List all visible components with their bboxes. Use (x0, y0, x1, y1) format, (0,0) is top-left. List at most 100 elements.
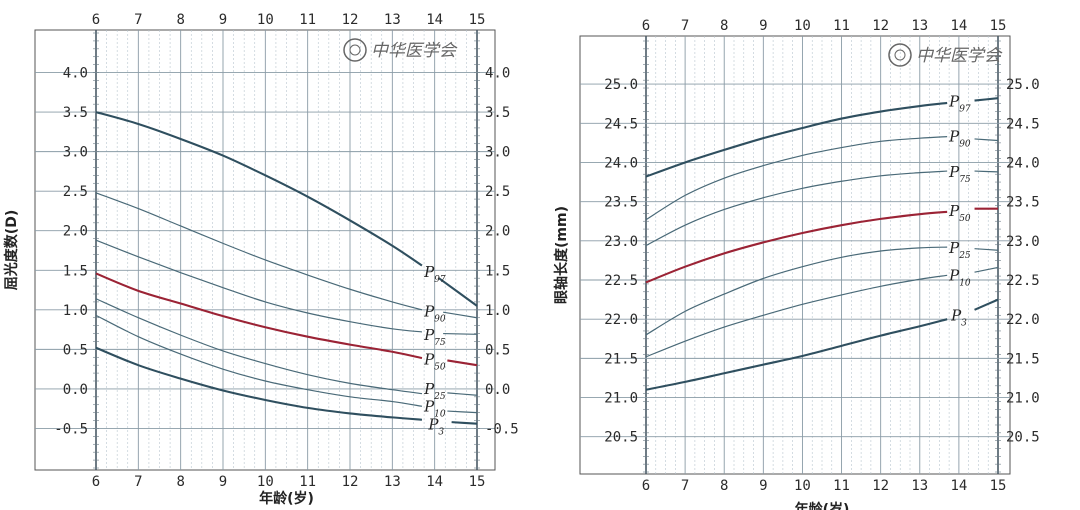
watermark-text: 中华医学会 (371, 41, 458, 61)
x-tick-label-bottom: 14 (950, 478, 967, 494)
x-tick-label-top: 14 (426, 12, 443, 28)
plot-frame (579, 35, 1011, 475)
watermark-text: 中华医学会 (916, 46, 1003, 66)
curve-p50 (95, 272, 423, 360)
y-tick-label-right: 2.0 (485, 224, 510, 240)
x-tick-label-bottom: 7 (681, 478, 689, 494)
x-tick-label-bottom: 15 (990, 478, 1007, 494)
curve-p10-tail (447, 410, 478, 414)
society-seal-icon (343, 38, 367, 62)
axial-length-growth-chart: 6 6 7 7 8 8 9 9 10 10 11 11 12 12 13 13 14 14 15 15 20.5 20.5… (553, 18, 1040, 510)
y-axis-title: 屈光度数(D) (3, 210, 20, 290)
x-tick-label-bottom: 11 (833, 478, 850, 494)
curve-p75-tail (974, 170, 999, 173)
y-tick-label-right: 1.5 (485, 263, 510, 279)
x-tick-label-bottom: 8 (720, 478, 728, 494)
x-tick-label-bottom: 14 (426, 474, 443, 490)
y-tick-label-right: 22.5 (1006, 273, 1040, 289)
curve-label-p25: P25 (423, 380, 446, 402)
y-tick-label-left: 2.5 (63, 184, 88, 200)
y-tick-label-right: 20.5 (1006, 430, 1040, 446)
x-tick-label-top: 14 (950, 18, 967, 34)
x-tick-label-bottom: 9 (219, 474, 227, 490)
curve-p3-tail (451, 421, 478, 425)
y-tick-label-left: 22.0 (604, 312, 638, 328)
y-tick-label-right: 1.0 (485, 303, 510, 319)
y-tick-label-left: 4.0 (63, 66, 88, 82)
curve-label-p3: P3 (427, 416, 444, 438)
seal-inner-icon (894, 49, 906, 61)
x-tick-label-bottom: 8 (176, 474, 184, 490)
x-tick-label-top: 13 (384, 12, 401, 28)
x-tick-label-top: 6 (642, 18, 650, 34)
curve-p97-tail (974, 97, 999, 102)
curve-label-p90: P90 (948, 128, 971, 150)
curve-p25-tail (974, 248, 999, 251)
y-tick-label-right: 0.0 (485, 382, 510, 398)
x-axis-title: 年龄(岁) (259, 490, 314, 507)
y-tick-label-left: 0.5 (63, 342, 88, 358)
refraction-growth-chart: 6 6 7 7 8 8 9 9 10 10 11 11 12 12 13 13 14 14 15 15 -0.5 -0.5… (3, 12, 519, 507)
y-tick-label-right: 23.0 (1006, 234, 1040, 250)
x-tick-label-bottom: 10 (794, 478, 811, 494)
y-tick-label-left: 22.5 (604, 273, 638, 289)
x-tick-label-top: 8 (176, 12, 184, 28)
x-tick-label-bottom: 13 (384, 474, 401, 490)
x-tick-label-bottom: 6 (92, 474, 100, 490)
x-tick-label-bottom: 15 (469, 474, 486, 490)
y-tick-label-right: 21.0 (1006, 391, 1040, 407)
y-tick-label-left: 3.5 (63, 105, 88, 121)
curve-p75 (95, 239, 423, 333)
y-tick-label-left: 21.0 (604, 391, 638, 407)
watermark: 中华医学会 (343, 38, 458, 62)
curve-p50-tail (447, 359, 478, 367)
x-axis-title: 年龄(岁) (795, 501, 850, 510)
curve-p25 (95, 298, 423, 395)
y-tick-label-right: 24.0 (1006, 155, 1040, 171)
curve-p10 (95, 314, 423, 407)
x-tick-label-bottom: 13 (911, 478, 928, 494)
x-tick-label-top: 7 (681, 18, 689, 34)
x-tick-label-bottom: 10 (257, 474, 274, 490)
curve-label-p25: P25 (948, 239, 971, 261)
curve-label-p97: P97 (423, 263, 446, 285)
curve-p97-tail (438, 277, 478, 307)
curve-p90-tail (974, 138, 999, 142)
curve-label-p90: P90 (423, 302, 446, 324)
seal-inner-icon (349, 44, 361, 56)
y-tick-label-left: 1.5 (63, 263, 88, 279)
y-tick-label-right: 21.5 (1006, 351, 1040, 367)
y-tick-label-right: 25.0 (1006, 77, 1040, 93)
society-seal-icon (888, 43, 912, 67)
y-tick-label-left: 24.0 (604, 155, 638, 171)
y-tick-label-right: 3.5 (485, 105, 510, 121)
x-tick-label-top: 10 (257, 12, 274, 28)
y-tick-label-right: -0.5 (485, 421, 519, 437)
x-tick-label-bottom: 7 (134, 474, 142, 490)
y-axis-title: 眼轴长度(mm) (553, 206, 570, 304)
curve-label-p50: P50 (948, 202, 971, 224)
x-tick-label-top: 12 (342, 12, 359, 28)
curve-p3 (95, 346, 423, 421)
y-tick-label-left: 20.5 (604, 430, 638, 446)
curve-p10 (645, 274, 948, 358)
x-tick-label-bottom: 11 (299, 474, 316, 490)
x-tick-label-top: 7 (134, 12, 142, 28)
y-tick-label-left: 21.5 (604, 351, 638, 367)
y-tick-label-left: 25.0 (604, 77, 638, 93)
curve-label-p75: P75 (948, 163, 971, 185)
curve-p25 (645, 246, 948, 336)
x-tick-label-top: 12 (872, 18, 889, 34)
y-tick-label-left: 2.0 (63, 224, 88, 240)
curve-label-p97: P97 (948, 92, 971, 114)
x-tick-label-top: 15 (469, 12, 486, 28)
curve-label-p10: P10 (423, 397, 446, 419)
y-tick-label-right: 23.5 (1006, 195, 1040, 211)
x-tick-label-top: 9 (219, 12, 227, 28)
curve-label-p75: P75 (423, 326, 446, 348)
curve-p25-tail (447, 392, 478, 396)
x-tick-label-bottom: 12 (872, 478, 889, 494)
curve-label-p3: P3 (950, 306, 967, 328)
curve-p90 (645, 136, 948, 221)
